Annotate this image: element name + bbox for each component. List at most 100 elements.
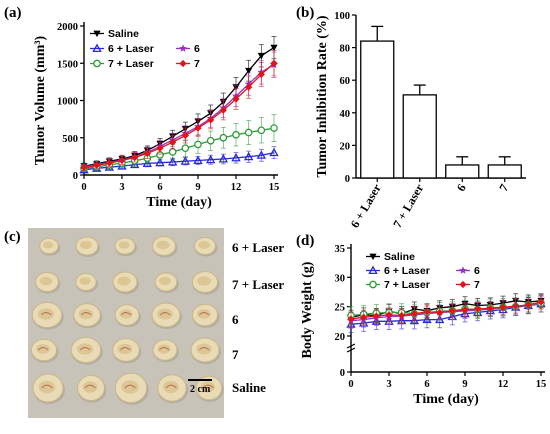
tumor-vessel [202, 384, 214, 389]
y-tick-label: 0 [73, 171, 78, 182]
series-line [83, 64, 275, 168]
body-weight-chart: 0 3 6 9 12 15 0 20 25 30 35 Time (day) Body Weight (… [300, 244, 546, 407]
legend-marker [179, 44, 187, 52]
tumor-vessel [124, 384, 136, 389]
panel-label-a: (a) [4, 5, 22, 21]
legend-marker [179, 59, 187, 68]
series-line [350, 301, 542, 320]
data-point [80, 163, 88, 172]
tumor-vessel [41, 384, 53, 389]
data-point [218, 154, 229, 163]
y-axis-title: Body Weight (g) [300, 261, 315, 358]
series-6-laser [79, 146, 279, 174]
data-point [270, 44, 278, 52]
tumor-vessel [165, 384, 177, 389]
tumor-highlight [156, 240, 170, 250]
legend-marker [368, 265, 378, 275]
photo-row-label-1: 6 + Laser [232, 240, 284, 255]
tumor-highlight [159, 276, 171, 286]
photo-row-label-3: 6 [232, 312, 239, 327]
y-tick-label: 0 [340, 368, 345, 379]
y-axis-title: Tumor Volume (mm³) [33, 35, 48, 165]
panel-label-c: (c) [4, 229, 21, 245]
data-point [181, 144, 190, 153]
data-point [193, 155, 203, 165]
y-tick-label: 35 [335, 244, 346, 255]
panel-label-b: (b) [296, 5, 314, 21]
data-point [398, 311, 406, 320]
tumor-highlight [197, 309, 211, 319]
data-point [219, 133, 228, 142]
data-point [270, 59, 278, 67]
y-tick-label: 60 [340, 76, 351, 87]
data-point [207, 116, 215, 124]
data-point [142, 158, 153, 167]
tumor-highlight [119, 309, 133, 319]
y-tick-label: 2000 [57, 22, 78, 33]
legend-label: Saline [384, 251, 415, 263]
data-point [423, 308, 431, 316]
data-point [169, 138, 177, 146]
tumor-highlight [39, 276, 53, 286]
bar [402, 94, 437, 179]
tumor-highlight [121, 380, 139, 394]
data-point [245, 67, 253, 75]
data-point [256, 150, 267, 159]
data-point [143, 149, 151, 157]
legend: Saline 6 + Laser 6 7 + Laser 7 [90, 28, 200, 70]
photo-row-label-2: 7 + Laser [232, 277, 284, 292]
inhibition-rate-chart: 0 20 40 60 80 100 Tumor Inhibition Rate (%) 6 +… [315, 11, 526, 230]
data-point [410, 310, 418, 318]
data-point [181, 131, 189, 140]
axis-break [346, 347, 356, 353]
y-tick-label: 500 [62, 134, 78, 145]
data-point [219, 106, 227, 114]
tumor-photo-panel: 2 cm 6 + Laser 7 + Laser 6 7 Saline [28, 228, 284, 418]
legend-label: 6 [194, 43, 200, 55]
tumor-highlight [117, 343, 133, 355]
y-tick-label: 0 [345, 174, 350, 185]
x-tick-label: 6 [157, 182, 162, 193]
data-point [232, 130, 240, 139]
legend-marker [459, 280, 467, 289]
x-axis-title: Time (day) [146, 195, 212, 210]
data-point [156, 144, 164, 152]
tumor-highlight [42, 241, 54, 249]
data-point [461, 306, 469, 314]
data-point [245, 83, 253, 91]
legend-label: 6 + Laser [384, 265, 430, 277]
photo-row-label-4: 7 [232, 347, 239, 362]
tumor-highlight [157, 344, 171, 354]
x-tick-label: 0 [81, 182, 86, 193]
x-tick-label: 3 [119, 182, 124, 193]
y-tick-label: 40 [340, 109, 351, 120]
x-tick-label: 6 + Laser [348, 181, 385, 230]
legend-marker [459, 266, 467, 274]
tumor-vessel [80, 312, 92, 316]
data-point [486, 304, 494, 313]
tumor-vessel [120, 312, 132, 316]
y-tick-label: 1500 [57, 59, 78, 70]
tumor-highlight [78, 308, 94, 320]
data-point [167, 157, 178, 166]
tumor-highlight [76, 343, 94, 355]
tumor-vessel [37, 347, 49, 351]
tumor-highlight [200, 381, 216, 393]
data-point [93, 161, 101, 169]
data-point [194, 124, 202, 132]
data-point [360, 313, 368, 321]
data-point [257, 52, 265, 60]
x-tick-label: 9 [195, 182, 200, 193]
tumor-highlight [79, 277, 91, 285]
series-line [83, 47, 275, 167]
y-tick-label: 25 [335, 303, 346, 314]
data-point [105, 159, 113, 167]
tumor-highlight [196, 343, 212, 355]
x-tick-label: 12 [498, 379, 509, 390]
y-tick-label: 100 [334, 11, 350, 22]
tumor-highlight [38, 380, 56, 394]
tumor-vessel [40, 312, 52, 316]
legend-marker [93, 30, 101, 38]
data-point [232, 95, 240, 103]
